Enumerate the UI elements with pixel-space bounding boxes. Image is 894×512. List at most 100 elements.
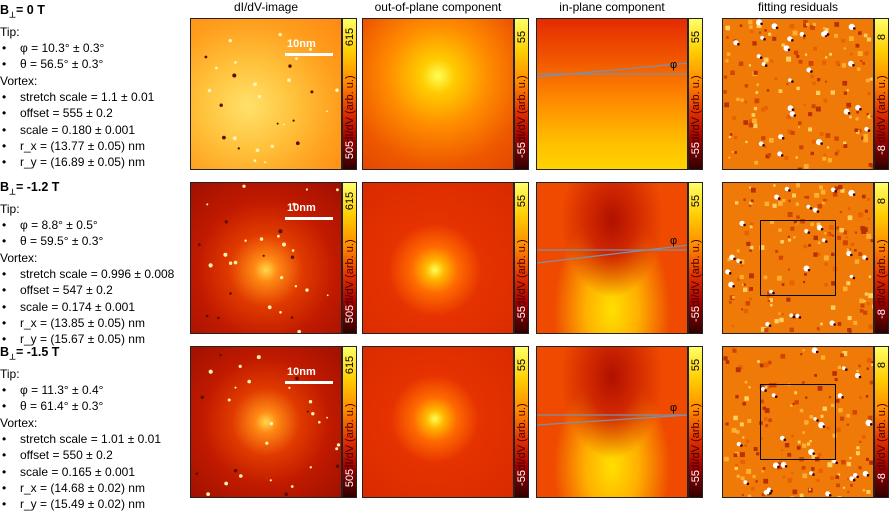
noise-speck [788,268,790,271]
adatom-dot [290,485,294,488]
noise-speck [839,228,844,233]
noise-speck [763,57,769,63]
adatom-dot [292,202,296,206]
noise-speck [802,473,808,479]
residual-dark-spot [835,461,838,465]
noise-speck [847,316,852,321]
noise-speck [761,136,766,141]
noise-speck [871,361,873,364]
noise-speck [764,29,767,32]
residual-bright-spot [799,31,805,37]
noise-speck [791,434,794,438]
noise-speck [861,435,866,439]
noise-speck [866,490,871,494]
residual-dark-spot [807,268,811,272]
noise-speck [750,30,754,34]
row-2-oop-colorbar: 55 dI/dV (arb. u.) -55 [514,346,529,498]
noise-speck [731,150,734,153]
noise-speck [762,467,766,470]
noise-speck [778,255,783,260]
noise-speck [824,283,828,287]
noise-speck [786,114,791,120]
noise-speck [825,56,828,59]
adatom-dot [309,466,312,469]
noise-speck [858,31,862,35]
noise-speck [742,402,746,406]
residual-bright-spot [769,289,773,294]
row-1-tip-label: Tip: [0,201,20,216]
noise-speck [768,418,772,423]
adatom-dot [288,64,292,68]
noise-speck [808,112,813,117]
residual-dark-spot [834,190,837,193]
noise-speck [750,222,754,226]
row-0-oop-component [362,18,514,170]
residual-dark-spot [769,492,772,495]
noise-speck [744,100,748,104]
noise-speck [861,194,866,199]
noise-speck [738,365,743,370]
noise-speck [747,494,752,497]
noise-speck [802,443,807,448]
noise-speck [866,113,869,116]
residual-dark-spot [787,48,791,52]
residual-dark-spot [816,210,820,213]
noise-speck [767,291,772,297]
noise-speck [862,61,866,65]
noise-speck [854,231,858,234]
noise-speck [764,328,769,333]
noise-speck [816,327,820,330]
noise-speck [746,439,750,443]
noise-speck [865,78,870,83]
noise-speck [757,360,760,363]
noise-speck [754,98,760,104]
noise-speck [733,415,738,421]
noise-speck [836,427,841,433]
noise-speck [736,277,740,282]
row-2-ip-guide-lines [537,414,687,426]
row-1-res-cbar-min: -8 [875,308,888,319]
noise-speck [856,446,860,450]
noise-speck [794,400,799,405]
residual-dark-spot [764,389,767,392]
row-0-ip-cbar-min: -55 [689,141,702,158]
noise-speck [862,227,868,233]
noise-speck [762,406,767,411]
noise-speck [743,198,746,202]
noise-speck [823,496,826,497]
noise-speck [759,363,764,368]
noise-speck [748,20,753,25]
noise-speck [842,486,845,489]
residual-bright-spot [806,204,811,209]
noise-speck [765,424,769,428]
noise-speck [749,249,752,252]
row-0-oop-cbar-max: 55 [515,30,528,44]
residual-bright-spot [795,313,800,318]
noise-speck [727,258,731,262]
residual-bright-spot [849,274,854,279]
residual-dark-spot [850,253,853,257]
noise-speck [849,53,853,56]
row-0-field: B⊥= 0 T [0,3,45,20]
noise-speck [841,38,846,43]
noise-speck [792,30,798,36]
noise-speck [846,102,852,108]
adatom-dot [279,311,282,314]
noise-speck [850,483,853,487]
noise-speck [805,396,808,399]
noise-speck [858,364,861,368]
noise-speck [831,281,836,286]
col-header-didv: dI/dV-image [233,0,299,14]
row-2-res-cbar-min: -8 [875,472,888,483]
noise-speck [835,60,840,65]
noise-speck [748,386,751,389]
noise-speck [850,242,855,247]
row-2-residual-inset-box [760,384,836,460]
noise-speck [767,153,771,157]
row-1-didv-cbar-label: dI/dV (arb. u.) [343,239,356,307]
adatom-dot [253,159,257,163]
noise-speck [725,25,730,31]
noise-speck [836,149,840,153]
noise-speck [767,360,772,365]
residual-dark-spot [807,231,811,234]
